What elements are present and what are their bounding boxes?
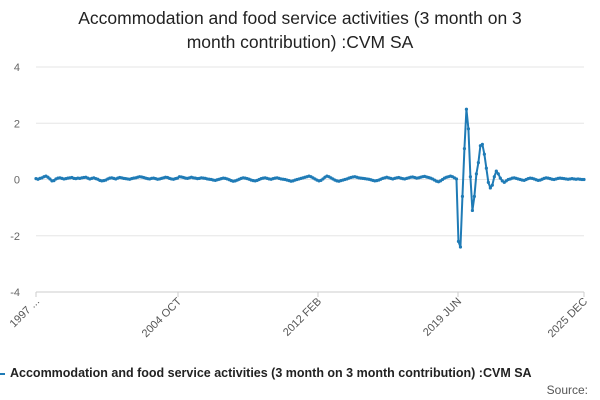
y-tick-label: 2 bbox=[14, 118, 20, 130]
legend-label: Accommodation and food service activitie… bbox=[10, 366, 532, 380]
y-tick-label: 4 bbox=[14, 62, 20, 74]
data-point bbox=[488, 186, 492, 190]
y-tick-label: -4 bbox=[10, 287, 20, 299]
data-point bbox=[458, 245, 463, 249]
data-point bbox=[494, 169, 498, 173]
data-point bbox=[454, 177, 459, 181]
legend[interactable]: Accommodation and food service activitie… bbox=[0, 366, 600, 384]
data-point bbox=[496, 172, 500, 176]
data-point bbox=[490, 183, 494, 187]
x-axis: 1997 ... 2004 OCT 2012 FEB 2019 JUN 2025 DEC bbox=[8, 291, 590, 340]
x-tick-label: 2019 JUN bbox=[421, 296, 464, 339]
series-layer bbox=[34, 107, 586, 249]
data-point bbox=[486, 180, 490, 184]
data-point bbox=[462, 146, 467, 151]
data-point bbox=[456, 239, 461, 243]
data-point bbox=[498, 176, 502, 180]
data-point bbox=[480, 142, 484, 146]
data-point bbox=[470, 208, 475, 213]
data-point bbox=[464, 107, 469, 111]
chart-title-line-2: month contribution) :CVM SA bbox=[186, 32, 414, 52]
x-tick-label: 2012 FEB bbox=[281, 296, 324, 339]
x-tick-label: 2004 OCT bbox=[140, 295, 185, 340]
x-tick-label: 2025 DEC bbox=[546, 296, 590, 340]
x-tick-label: 1997 ... bbox=[8, 296, 42, 330]
data-point bbox=[582, 177, 586, 182]
data-point bbox=[48, 177, 52, 181]
data-point bbox=[472, 194, 476, 198]
legend-swatch bbox=[0, 372, 5, 375]
y-tick-label: 0 bbox=[14, 175, 20, 187]
data-point bbox=[484, 166, 488, 170]
data-point bbox=[468, 175, 473, 179]
chart-title: Accommodation and food service activitie… bbox=[0, 6, 600, 54]
y-axis-tick-labels: 4 2 0 -2 -4 bbox=[10, 62, 20, 299]
data-point bbox=[492, 175, 496, 179]
source-label: Source: bbox=[546, 383, 588, 397]
data-point bbox=[476, 161, 480, 165]
chart-title-line-1: Accommodation and food service activitie… bbox=[78, 8, 522, 28]
data-point bbox=[460, 194, 465, 198]
data-point bbox=[466, 127, 471, 131]
data-point bbox=[482, 152, 486, 156]
data-point bbox=[474, 172, 478, 176]
y-tick-label: -2 bbox=[10, 231, 20, 243]
